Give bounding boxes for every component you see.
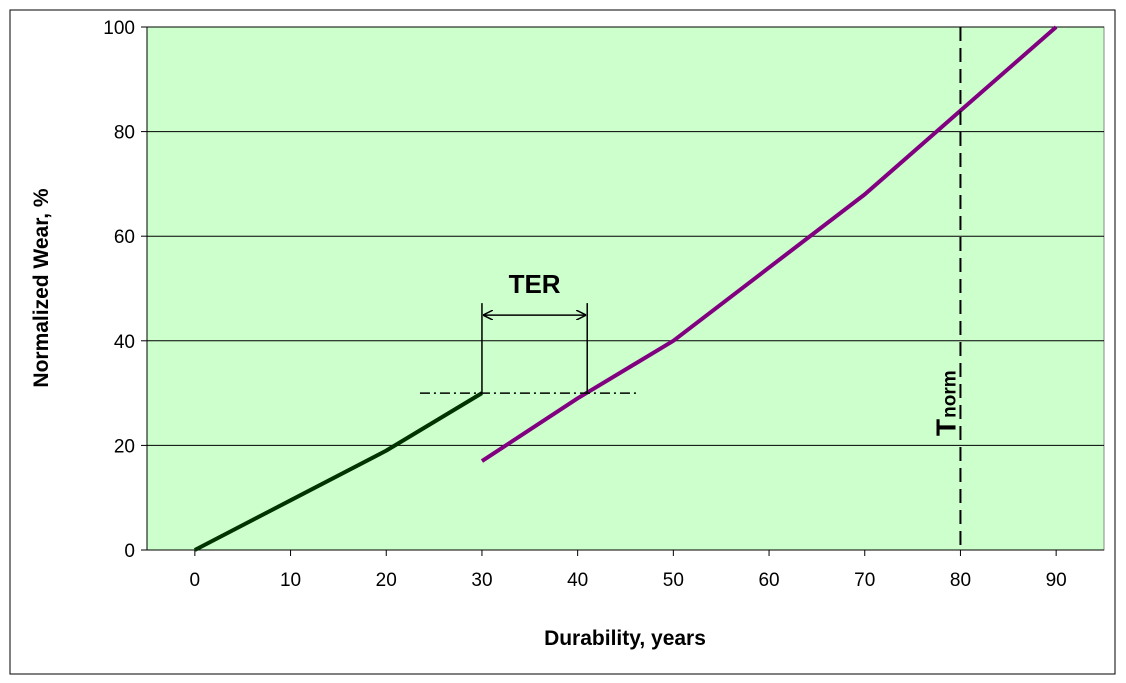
x-tick-label: 80 (950, 570, 971, 591)
plot-area (146, 26, 1105, 551)
x-tick-label: 30 (471, 570, 492, 591)
y-axis-label: Normalized Wear, % (30, 188, 53, 388)
annotation-sub: norm (939, 370, 960, 418)
x-tick-label: 0 (190, 570, 201, 591)
annotation-main: T (930, 419, 961, 436)
x-axis-label: Durability, years (544, 627, 706, 650)
x-tick-label: 20 (376, 570, 397, 591)
x-tick-label: 70 (854, 570, 875, 591)
x-tick-label: 10 (280, 570, 301, 591)
y-tick-label: 20 (114, 436, 135, 457)
series-line (480, 25, 1058, 463)
y-tick-label: 80 (114, 123, 135, 144)
x-tick-label: 40 (567, 570, 588, 591)
y-tick-label: 100 (103, 18, 135, 39)
annotation-label: Tnorm (930, 370, 961, 436)
annotation-label: TER (509, 269, 561, 299)
x-tick-label: 50 (663, 570, 684, 591)
y-tick-label: 40 (114, 332, 135, 353)
x-tick-label: 90 (1046, 570, 1067, 591)
x-tick-label: 60 (758, 570, 779, 591)
series-line (193, 391, 483, 552)
y-tick-label: 60 (114, 227, 135, 248)
y-tick-label: 0 (124, 541, 135, 562)
